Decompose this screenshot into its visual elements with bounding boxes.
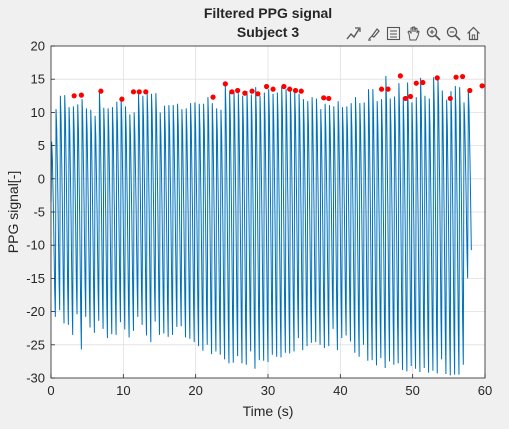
peak-marker — [287, 86, 293, 92]
peak-marker — [136, 89, 142, 95]
peak-marker — [326, 95, 332, 102]
peak-marker — [255, 91, 261, 97]
y-tick-label: 20 — [31, 39, 45, 54]
y-tick-label: 5 — [38, 138, 45, 153]
peak-marker — [270, 86, 276, 92]
peak-marker — [292, 87, 299, 94]
home-icon[interactable] — [464, 23, 483, 43]
y-tick-label: -25 — [26, 337, 45, 352]
peak-marker — [143, 89, 149, 95]
peak-marker — [447, 95, 453, 102]
peak-marker — [467, 87, 473, 94]
y-tick-label: 10 — [31, 105, 45, 120]
peak-marker — [222, 81, 228, 87]
peak-marker — [119, 96, 125, 102]
peak-markers-layer — [71, 73, 485, 102]
zoom-in-icon[interactable] — [424, 23, 443, 43]
x-tick-label: 60 — [478, 383, 492, 398]
y-tick-label: -20 — [26, 304, 45, 319]
brush-icon[interactable] — [364, 23, 383, 43]
x-tick-label: 50 — [405, 383, 419, 398]
peak-marker — [263, 83, 270, 90]
y-tick-label: 0 — [38, 171, 45, 186]
peak-marker — [71, 93, 77, 99]
peak-marker — [281, 83, 287, 90]
peak-marker — [249, 88, 255, 94]
peak-marker — [402, 95, 409, 102]
peak-marker — [453, 74, 459, 80]
y-tick-label: -10 — [26, 238, 45, 253]
peak-marker — [385, 86, 391, 92]
pan-icon[interactable] — [404, 23, 423, 43]
x-axis-label: Time (s) — [243, 403, 294, 419]
peak-marker — [210, 94, 216, 100]
peak-marker — [434, 75, 440, 81]
x-tick-label: 0 — [47, 383, 54, 398]
y-tick-label: -30 — [26, 371, 45, 386]
peak-marker — [413, 80, 419, 86]
y-tick-label: -15 — [26, 271, 45, 286]
y-axis-label: PPG signal[-] — [5, 171, 21, 253]
peak-marker — [298, 88, 304, 94]
peak-marker — [130, 89, 137, 95]
peak-marker — [378, 86, 385, 92]
data-tips-icon[interactable] — [344, 23, 363, 43]
peak-marker — [242, 90, 248, 96]
legend-icon[interactable] — [384, 23, 403, 43]
peak-marker — [479, 83, 485, 89]
chart-title: Filtered PPG signal — [204, 5, 332, 21]
ppg-signal-line — [50, 75, 472, 376]
peak-marker — [397, 73, 403, 79]
x-tick-label: 30 — [261, 383, 275, 398]
axes-toolbar — [344, 22, 483, 44]
peak-marker — [321, 95, 327, 101]
peak-marker — [235, 87, 241, 94]
zoom-out-icon[interactable] — [444, 23, 463, 43]
peak-marker — [459, 73, 466, 80]
y-tick-label: 15 — [31, 72, 45, 87]
x-tick-label: 40 — [333, 383, 347, 398]
peak-marker — [78, 92, 84, 98]
signal-line-layer — [50, 75, 472, 376]
peak-marker — [229, 89, 235, 95]
peak-marker — [98, 88, 104, 94]
peak-marker — [420, 79, 426, 86]
x-tick-label: 20 — [188, 383, 202, 398]
y-tick-label: -5 — [33, 205, 45, 220]
x-tick-label: 10 — [116, 383, 130, 398]
peak-marker — [407, 93, 414, 100]
chart-subtitle: Subject 3 — [237, 24, 299, 40]
